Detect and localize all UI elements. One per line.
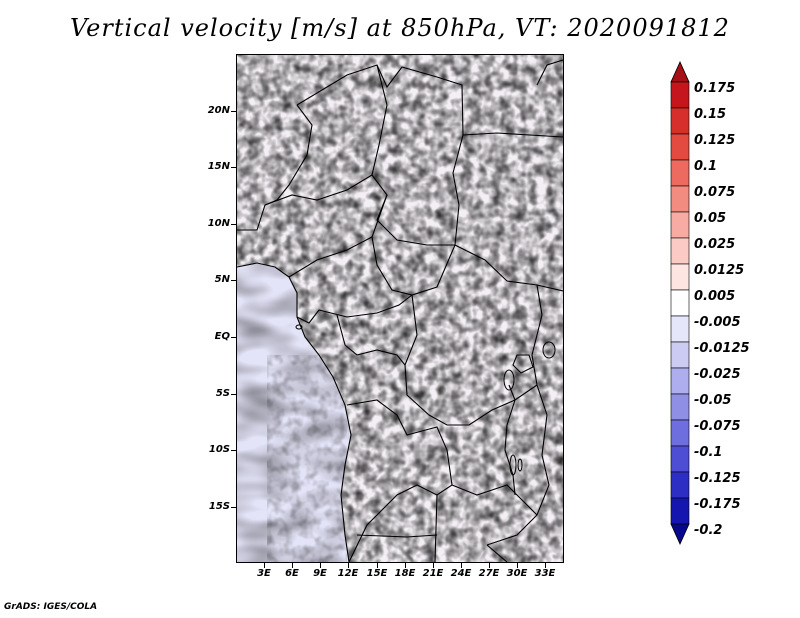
colorbar-label: -0.075 [694,419,741,434]
lat-tick [231,111,236,112]
lon-tick [489,563,490,568]
colorbar-segment [670,159,690,187]
lat-label-5n: 5N [214,274,230,285]
colorbar-bottom-triangle [670,523,690,545]
colorbar-label: 0.075 [694,185,736,200]
lat-tick [231,224,236,225]
lat-label-5s: 5S [215,388,230,399]
colorbar-label: -0.175 [694,497,741,512]
lat-label-15s: 15S [208,501,230,512]
lon-label-18e: 18E [394,568,416,579]
lon-tick [405,563,406,568]
colorbar-label: 0.05 [694,211,727,226]
lon-label-24e: 24E [450,568,472,579]
colorbar-segment [670,497,690,525]
colorbar-segment [670,211,690,239]
country-borders [237,59,563,562]
colorbar-segment [670,341,690,369]
lat-label-eq: EQ [214,331,230,342]
lat-tick [231,337,236,338]
colorbar-segment [670,367,690,395]
colorbar-segment [670,315,690,343]
colorbar-segment [670,419,690,447]
lon-tick [433,563,434,568]
lon-tick [292,563,293,568]
colorbar-label: -0.0125 [694,341,750,356]
lat-label-20n: 20N [207,105,230,116]
colorbar-label: 0.15 [694,107,727,122]
colorbar-label: -0.025 [694,367,741,382]
colorbar-label: 0.125 [694,133,736,148]
lat-tick [231,450,236,451]
lat-tick [231,280,236,281]
colorbar-label: -0.05 [694,393,732,408]
lon-label-21e: 21E [422,568,444,579]
colorbar-label: 0.0125 [694,263,745,278]
lon-label-33e: 33E [534,568,556,579]
colorbar-label: 0.025 [694,237,736,252]
lon-label-12e: 12E [337,568,359,579]
lon-label-30e: 30E [506,568,528,579]
colorbar-label: -0.2 [694,523,723,538]
lat-label-15n: 15N [207,161,230,172]
lon-tick [461,563,462,568]
credit-text: GrADS: IGES/COLA [4,602,98,612]
colorbar-label: -0.125 [694,471,741,486]
colorbar-segment [670,289,690,317]
lon-label-27e: 27E [478,568,500,579]
lat-label-10n: 10N [207,218,230,229]
lakes [295,324,556,476]
colorbar-segment [670,185,690,213]
colorbar [670,61,690,545]
colorbar-segment [670,81,690,109]
lon-label-9e: 9E [313,568,327,579]
lon-tick [264,563,265,568]
colorbar-segment [670,237,690,265]
lon-label-15e: 15E [366,568,388,579]
lat-tick [231,394,236,395]
lat-tick [231,167,236,168]
lon-label-3e: 3E [257,568,271,579]
lon-tick [545,563,546,568]
colorbar-top-triangle [670,61,690,83]
colorbar-label: 0.175 [694,81,736,96]
colorbar-label: -0.1 [694,445,723,460]
colorbar-segment [670,263,690,291]
colorbar-segment [670,393,690,421]
colorbar-segment [670,471,690,499]
map-panel [236,54,564,563]
lon-label-6e: 6E [285,568,299,579]
colorbar-label: -0.005 [694,315,741,330]
colorbar-label: 0.005 [694,289,736,304]
colorbar-segment [670,107,690,135]
colorbar-segment [670,445,690,473]
lon-tick [517,563,518,568]
lon-tick [320,563,321,568]
colorbar-label: 0.1 [694,159,718,174]
lat-label-10s: 10S [208,444,230,455]
lat-tick [231,507,236,508]
lon-tick [348,563,349,568]
vertical-velocity-field [237,55,563,562]
colorbar-segment [670,133,690,161]
lon-tick [377,563,378,568]
chart-title: Vertical velocity [m/s] at 850hPa, VT: 2… [70,14,730,42]
